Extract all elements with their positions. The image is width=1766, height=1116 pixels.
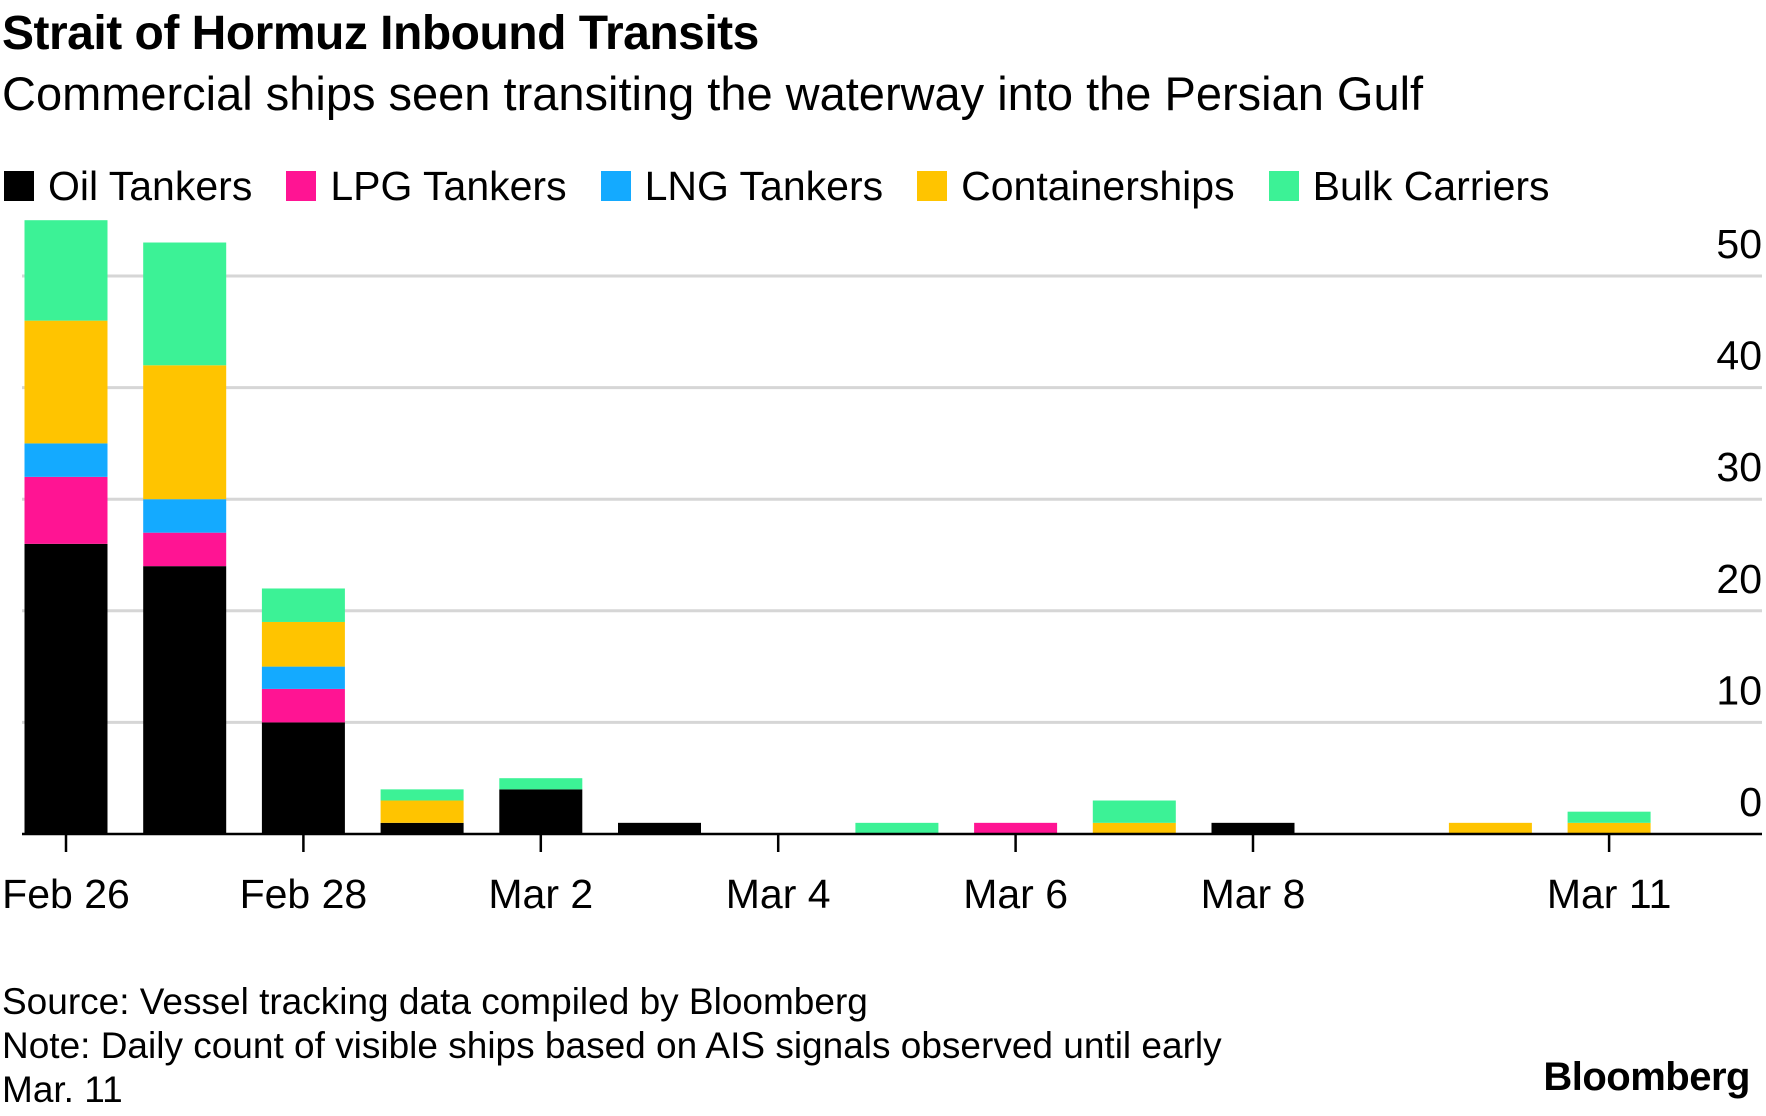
bloomberg-logo: Bloomberg xyxy=(1543,1055,1750,1099)
footnote-line-2: Mar. 11 xyxy=(2,1069,123,1110)
x-tick-label-mar-4: Mar 4 xyxy=(726,871,831,917)
x-tick-label-mar-6: Mar 6 xyxy=(963,871,1068,917)
y-tick-label-20: 20 xyxy=(1716,556,1762,602)
bar-oil-tankers-mar-3 xyxy=(618,822,701,834)
bar-lpg-tankers-mar-6 xyxy=(974,822,1058,834)
x-tick-label-feb-28: Feb 28 xyxy=(240,871,368,917)
x-tick-label-mar-8: Mar 8 xyxy=(1201,871,1306,917)
legend-item-bulk-carriers: Bulk Carriers xyxy=(1268,162,1550,210)
bar-lpg-tankers-feb-26 xyxy=(24,476,108,544)
bar-containerships-mar-10 xyxy=(1448,822,1532,834)
footnote-line-1: Note: Daily count of visible ships based… xyxy=(2,1025,1222,1066)
legend-item-lng-tankers: LNG Tankers xyxy=(600,162,884,210)
bar-bulk-carriers-feb-26 xyxy=(24,220,108,321)
legend-label-lng-tankers: LNG Tankers xyxy=(644,162,884,209)
bar-containerships-mar-7 xyxy=(1092,822,1176,834)
bar-bulk-carriers-mar-11 xyxy=(1567,811,1651,823)
bar-bulk-carriers-feb-27 xyxy=(143,242,227,366)
x-tick-label-mar-11: Mar 11 xyxy=(1547,871,1672,917)
bar-lpg-tankers-feb-27 xyxy=(143,532,227,567)
chart-title: Strait of Hormuz Inbound Transits xyxy=(2,7,759,60)
bar-lng-tankers-feb-26 xyxy=(24,443,108,477)
legend-label-containerships: Containerships xyxy=(961,162,1235,209)
bar-oil-tankers-mar-1 xyxy=(380,822,464,834)
x-tick-label-mar-2: Mar 2 xyxy=(488,871,593,917)
legend-swatch-bulk-carriers xyxy=(1268,171,1299,201)
bar-oil-tankers-feb-27 xyxy=(143,566,227,834)
legend-label-oil-tankers: Oil Tankers xyxy=(48,162,253,209)
legend-item-containerships: Containerships xyxy=(917,163,1235,210)
bar-lng-tankers-feb-27 xyxy=(143,499,227,533)
y-tick-label-40: 40 xyxy=(1716,333,1762,379)
legend-swatch-lng-tankers xyxy=(600,171,631,201)
legend-swatch-oil-tankers xyxy=(4,171,34,201)
legend-swatch-containerships xyxy=(917,171,948,201)
bar-bulk-carriers-feb-28 xyxy=(261,588,345,622)
legend-swatch-lpg-tankers xyxy=(286,171,317,201)
source-note: Source: Vessel tracking data compiled by… xyxy=(2,981,868,1022)
bar-bulk-carriers-mar-1 xyxy=(380,789,464,801)
legend: Oil Tankers LPG Tankers LNG Tankers Cont… xyxy=(4,160,1584,212)
y-tick-label-0: 0 xyxy=(1739,779,1762,825)
y-tick-label-30: 30 xyxy=(1716,444,1762,490)
legend-item-lpg-tankers: LPG Tankers xyxy=(286,162,567,210)
bar-bulk-carriers-mar-5 xyxy=(855,822,939,834)
bar-oil-tankers-feb-26 xyxy=(24,543,108,834)
x-tick-label-feb-26: Feb 26 xyxy=(2,871,130,917)
bar-containerships-mar-11 xyxy=(1567,822,1651,834)
bar-containerships-mar-1 xyxy=(380,800,464,823)
bar-containerships-feb-27 xyxy=(143,365,227,500)
bar-lpg-tankers-feb-28 xyxy=(261,688,345,723)
legend-item-oil-tankers: Oil Tankers xyxy=(4,163,252,210)
legend-label-lpg-tankers: LPG Tankers xyxy=(330,162,567,209)
bar-containerships-feb-26 xyxy=(24,320,108,444)
bar-oil-tankers-feb-28 xyxy=(261,722,345,834)
chart-subtitle: Commercial ships seen transiting the wat… xyxy=(2,67,1424,120)
bar-bulk-carriers-mar-7 xyxy=(1092,800,1176,823)
bar-containerships-feb-28 xyxy=(261,621,345,667)
bar-bulk-carriers-mar-2 xyxy=(499,778,583,790)
bar-oil-tankers-mar-8 xyxy=(1211,822,1295,834)
bar-lng-tankers-feb-28 xyxy=(261,666,345,689)
bar-oil-tankers-mar-2 xyxy=(499,789,583,834)
y-tick-label-10: 10 xyxy=(1716,667,1762,713)
y-tick-label-50: 50 xyxy=(1716,221,1762,267)
legend-label-bulk-carriers: Bulk Carriers xyxy=(1312,162,1550,209)
